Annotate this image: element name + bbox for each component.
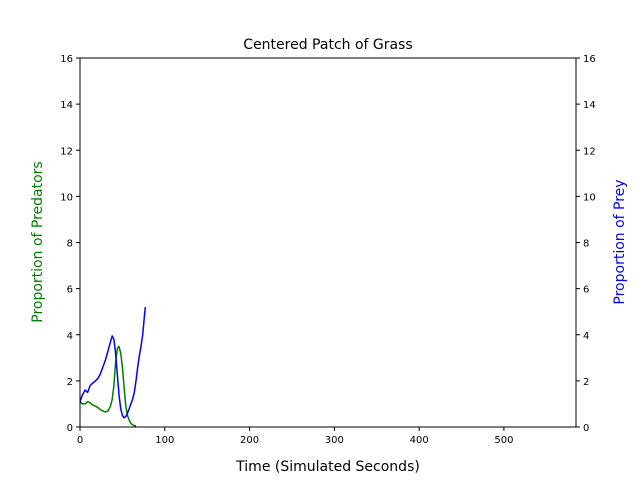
left-y-tick-label: 14 [60,100,73,111]
left-y-tick-label: 12 [60,146,73,157]
x-tick-label: 200 [240,435,259,446]
plot-lines [79,307,147,427]
x-tick-label: 0 [77,435,83,446]
right-y-tick-label: 2 [583,377,589,388]
right-y-tick-label: 16 [583,54,596,65]
chart-title: Centered Patch of Grass [243,37,412,53]
left-y-axis: 0 2 4 6 8 10 12 14 16 [60,54,80,434]
predator-series-line [79,345,136,427]
left-y-tick-label: 10 [60,192,73,203]
right-y-tick-label: 0 [583,423,589,434]
left-y-tick-label: 16 [60,54,73,65]
right-y-tick-label: 14 [583,100,596,111]
x-axis-label: Time (Simulated Seconds) [235,459,420,475]
left-y-axis-label: Proportion of Predators [30,161,46,322]
x-axis: 0 100 200 300 400 500 [77,427,513,446]
right-y-tick-label: 6 [583,285,589,296]
left-y-tick-label: 2 [67,377,73,388]
right-y-tick-label: 4 [583,331,589,342]
left-y-tick-label: 8 [67,239,73,250]
right-y-tick-label: 12 [583,146,596,157]
x-tick-label: 500 [494,435,513,446]
right-y-tick-label: 10 [583,192,596,203]
plot-frame [79,57,577,428]
left-y-tick-label: 6 [67,285,73,296]
right-y-tick-label: 8 [583,239,589,250]
right-y-axis: 0 2 4 6 8 10 12 14 16 [576,54,596,434]
left-y-tick-label: 0 [67,423,73,434]
right-y-axis-label: Proportion of Prey [612,179,628,304]
x-tick-label: 300 [325,435,344,446]
prey-series-line [79,307,147,419]
x-tick-label: 400 [410,435,429,446]
x-tick-label: 100 [155,435,174,446]
left-y-tick-label: 4 [67,331,73,342]
